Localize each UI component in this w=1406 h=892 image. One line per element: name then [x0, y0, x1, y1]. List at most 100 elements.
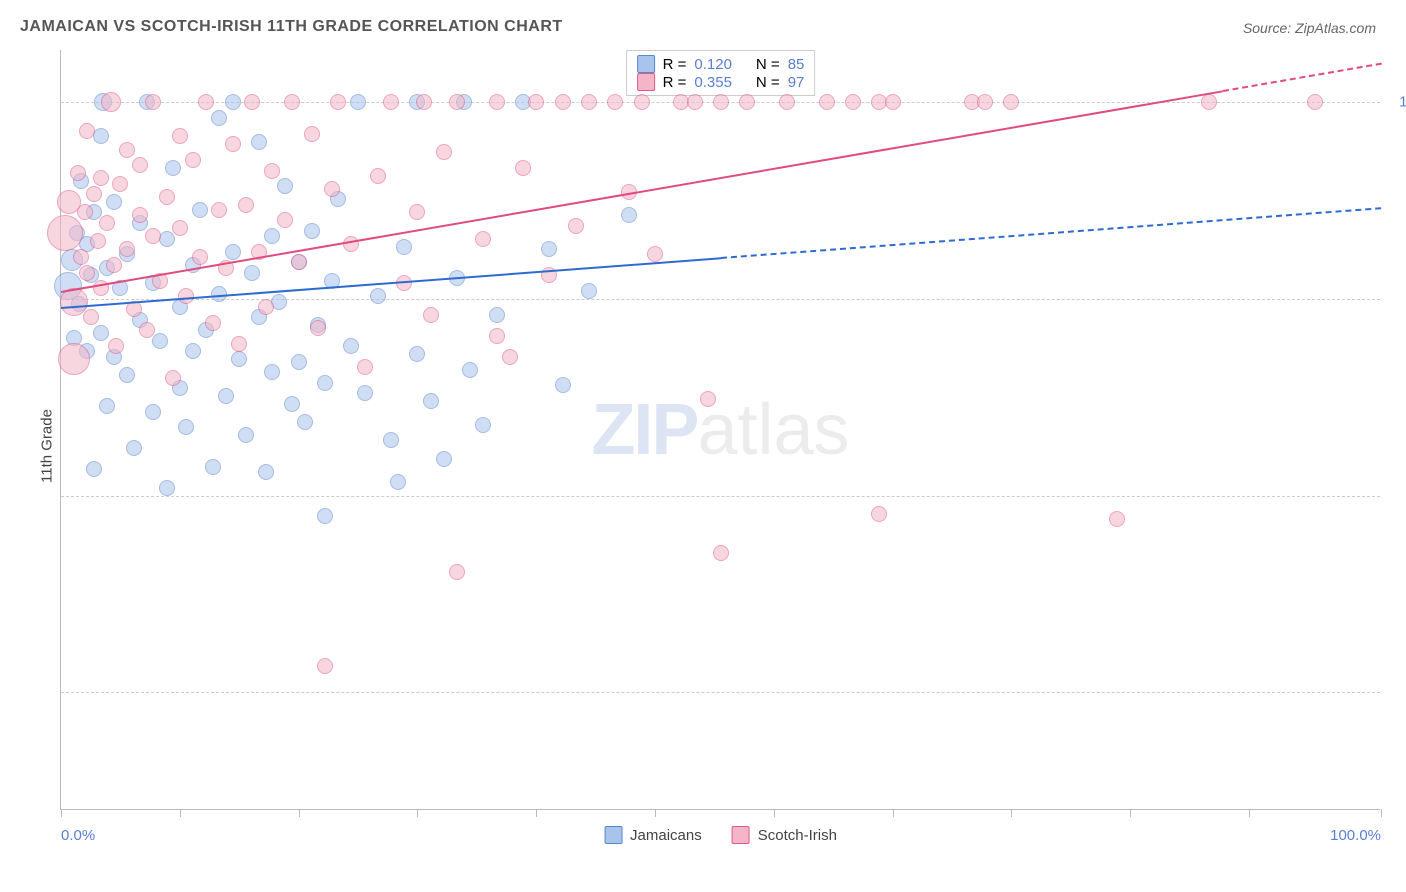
data-point-scotch_irish	[475, 231, 491, 247]
data-point-scotch_irish	[370, 168, 386, 184]
data-point-scotch_irish	[1307, 94, 1323, 110]
data-point-jamaicans	[99, 398, 115, 414]
data-point-scotch_irish	[489, 328, 505, 344]
y-tick-label: 100.0%	[1390, 94, 1406, 111]
data-point-scotch_irish	[132, 207, 148, 223]
r-value-scotch-irish: 0.355	[694, 74, 732, 91]
watermark: ZIPatlas	[591, 389, 849, 471]
data-point-jamaicans	[423, 393, 439, 409]
data-point-jamaicans	[185, 343, 201, 359]
data-point-jamaicans	[317, 375, 333, 391]
data-point-jamaicans	[370, 288, 386, 304]
data-point-jamaicans	[297, 414, 313, 430]
data-point-scotch_irish	[581, 94, 597, 110]
data-point-jamaicans	[343, 338, 359, 354]
data-point-scotch_irish	[93, 170, 109, 186]
data-point-scotch_irish	[231, 336, 247, 352]
swatch-scotch-irish	[732, 826, 750, 844]
chart-container: JAMAICAN VS SCOTCH-IRISH 11TH GRADE CORR…	[0, 0, 1406, 892]
data-point-scotch_irish	[192, 249, 208, 265]
data-point-scotch_irish	[416, 94, 432, 110]
data-point-scotch_irish	[871, 506, 887, 522]
x-tick	[1249, 809, 1250, 817]
data-point-jamaicans	[581, 283, 597, 299]
y-tick-label: 77.5%	[1390, 684, 1406, 701]
data-point-jamaicans	[145, 404, 161, 420]
data-point-jamaicans	[304, 223, 320, 239]
swatch-jamaicans	[637, 55, 655, 73]
data-point-jamaicans	[231, 351, 247, 367]
legend-row-jamaicans: R = 0.120 N = 85	[637, 55, 805, 73]
swatch-jamaicans	[604, 826, 622, 844]
data-point-scotch_irish	[845, 94, 861, 110]
data-point-jamaicans	[264, 364, 280, 380]
data-point-jamaicans	[225, 244, 241, 260]
x-tick	[180, 809, 181, 817]
data-point-scotch_irish	[119, 142, 135, 158]
data-point-scotch_irish	[291, 254, 307, 270]
swatch-scotch-irish	[637, 73, 655, 91]
data-point-jamaicans	[383, 432, 399, 448]
data-point-jamaicans	[390, 474, 406, 490]
watermark-left: ZIP	[591, 390, 697, 470]
data-point-scotch_irish	[568, 218, 584, 234]
data-point-scotch_irish	[284, 94, 300, 110]
data-point-scotch_irish	[700, 391, 716, 407]
data-point-scotch_irish	[99, 215, 115, 231]
x-tick	[1011, 809, 1012, 817]
n-label: N =	[756, 74, 780, 91]
data-point-scotch_irish	[70, 165, 86, 181]
grid-line	[61, 299, 1380, 300]
data-point-scotch_irish	[106, 257, 122, 273]
data-point-scotch_irish	[310, 320, 326, 336]
data-point-jamaicans	[211, 110, 227, 126]
data-point-scotch_irish	[132, 157, 148, 173]
data-point-scotch_irish	[449, 564, 465, 580]
data-point-jamaicans	[205, 459, 221, 475]
data-point-jamaicans	[238, 427, 254, 443]
data-point-scotch_irish	[244, 94, 260, 110]
n-value-scotch-irish: 97	[788, 74, 805, 91]
data-point-scotch_irish	[205, 315, 221, 331]
data-point-scotch_irish	[139, 322, 155, 338]
data-point-scotch_irish	[687, 94, 703, 110]
data-point-jamaicans	[126, 440, 142, 456]
data-point-jamaicans	[396, 239, 412, 255]
data-point-scotch_irish	[277, 212, 293, 228]
data-point-scotch_irish	[119, 241, 135, 257]
data-point-scotch_irish	[330, 94, 346, 110]
r-label: R =	[663, 56, 687, 73]
data-point-scotch_irish	[607, 94, 623, 110]
data-point-scotch_irish	[779, 94, 795, 110]
data-point-jamaicans	[258, 464, 274, 480]
grid-line	[61, 496, 1380, 497]
x-tick-label-max: 100.0%	[1330, 827, 1381, 844]
legend-item-jamaicans: Jamaicans	[604, 826, 702, 844]
data-point-jamaicans	[93, 325, 109, 341]
x-tick	[774, 809, 775, 817]
x-tick	[1381, 809, 1382, 817]
data-point-scotch_irish	[1003, 94, 1019, 110]
data-point-jamaicans	[541, 241, 557, 257]
data-point-scotch_irish	[79, 265, 95, 281]
x-tick	[536, 809, 537, 817]
data-point-scotch_irish	[165, 370, 181, 386]
x-tick	[1130, 809, 1131, 817]
correlation-legend: R = 0.120 N = 85 R = 0.355 N = 97	[626, 50, 816, 96]
data-point-scotch_irish	[112, 176, 128, 192]
data-point-jamaicans	[291, 354, 307, 370]
data-point-scotch_irish	[238, 197, 254, 213]
data-point-scotch_irish	[739, 94, 755, 110]
legend-row-scotch-irish: R = 0.355 N = 97	[637, 73, 805, 91]
data-point-jamaicans	[106, 194, 122, 210]
data-point-scotch_irish	[647, 246, 663, 262]
x-tick	[655, 809, 656, 817]
data-point-scotch_irish	[172, 220, 188, 236]
data-point-scotch_irish	[317, 658, 333, 674]
legend-item-scotch-irish: Scotch-Irish	[732, 826, 837, 844]
data-point-jamaicans	[409, 346, 425, 362]
data-point-scotch_irish	[489, 94, 505, 110]
data-point-scotch_irish	[211, 202, 227, 218]
data-point-scotch_irish	[145, 94, 161, 110]
data-point-scotch_irish	[185, 152, 201, 168]
